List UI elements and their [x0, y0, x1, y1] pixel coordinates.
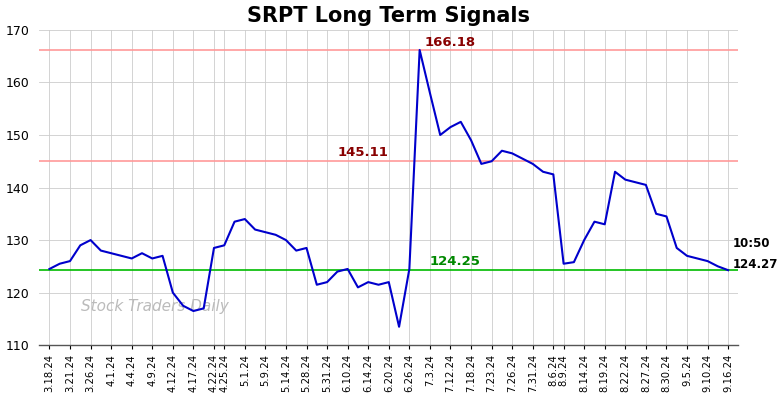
Text: 10:50: 10:50	[732, 236, 770, 250]
Text: 166.18: 166.18	[425, 36, 476, 49]
Text: 124.25: 124.25	[430, 255, 481, 268]
Text: 124.27: 124.27	[732, 258, 778, 271]
Text: 145.11: 145.11	[337, 146, 388, 160]
Title: SRPT Long Term Signals: SRPT Long Term Signals	[247, 6, 530, 25]
Text: Stock Traders Daily: Stock Traders Daily	[81, 298, 229, 314]
